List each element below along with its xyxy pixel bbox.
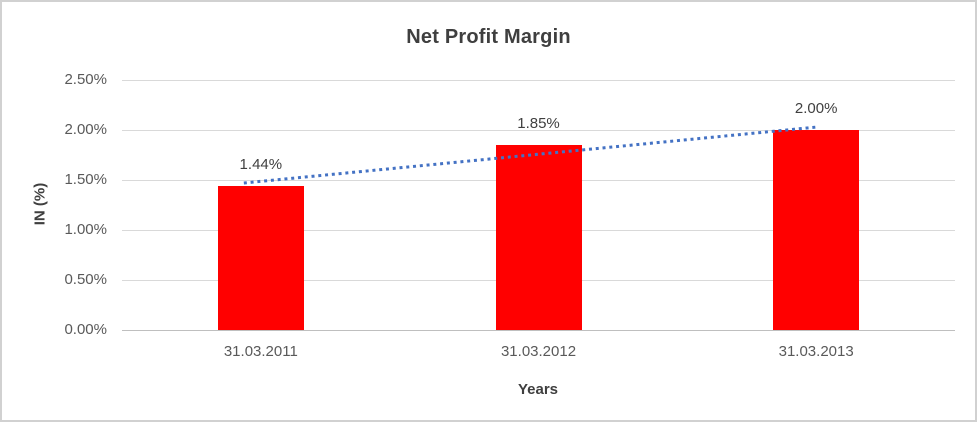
x-axis-line: [122, 330, 955, 331]
x-tick-label: 31.03.2013: [778, 343, 854, 360]
bar-31.03.2013: [773, 130, 860, 330]
y-tick-label: 2.00%: [64, 121, 107, 138]
plot-area: 1.44% 1.85% 2.00%: [122, 80, 955, 331]
gridline: [122, 130, 955, 131]
x-axis-title: Years: [517, 381, 559, 398]
gridline: [122, 80, 955, 81]
bar-31.03.2011: [217, 186, 304, 330]
x-tick-label: 31.03.2012: [500, 343, 577, 360]
chart-title: Net Profit Margin: [406, 26, 571, 48]
x-tick-label: 31.03.2011: [223, 343, 298, 360]
bar-31.03.2012: [495, 145, 582, 330]
y-tick-label: 2.50%: [64, 71, 107, 88]
data-label: 1.44%: [239, 156, 283, 173]
y-tick-label: 0.00%: [64, 321, 107, 338]
y-tick-label: 0.50%: [64, 271, 107, 288]
y-tick-label: 1.50%: [64, 171, 107, 188]
data-label: 1.85%: [517, 115, 560, 132]
trendline: [243, 125, 818, 185]
data-label: 2.00%: [794, 100, 838, 117]
y-tick-label: 1.00%: [64, 221, 107, 238]
y-axis-title: IN (%): [31, 182, 49, 226]
